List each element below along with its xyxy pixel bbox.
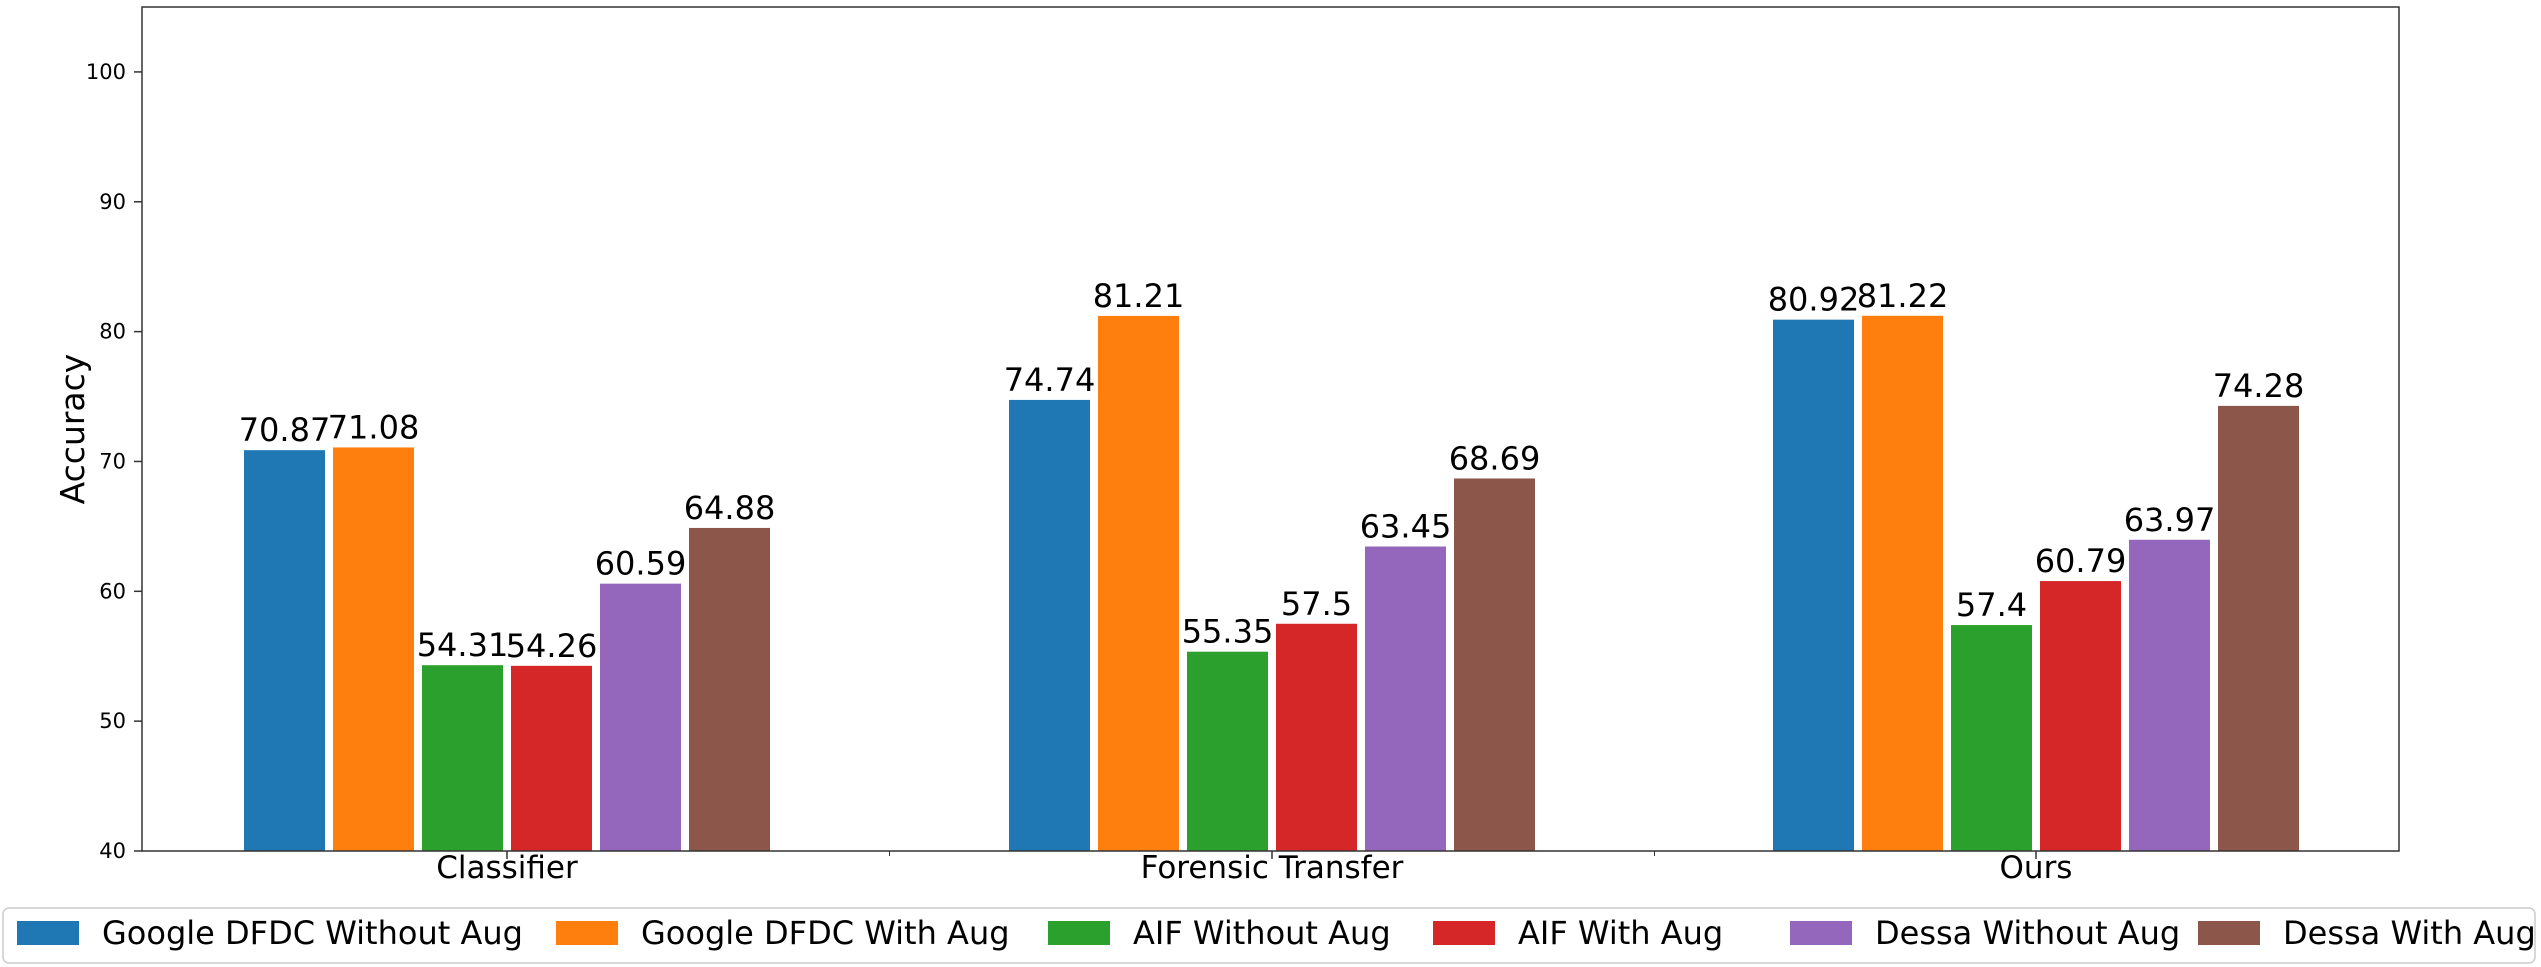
legend-label-2: AIF Without Aug: [1133, 914, 1391, 952]
data-label-1-2: 55.35: [1182, 613, 1274, 651]
x-tick-label-1: Forensic Transfer: [1141, 850, 1404, 886]
bar-2-1: [1862, 315, 1943, 851]
data-label-0-0: 70.87: [239, 411, 331, 449]
y-tick-label-4: 80: [99, 320, 126, 344]
bar-1-0: [1009, 399, 1090, 851]
data-label-2-0: 80.92: [1768, 281, 1860, 319]
bar-0-5: [689, 527, 770, 851]
bar-0-4: [600, 583, 681, 851]
x-tick-label-0: Classifier: [436, 850, 578, 886]
bar-2-3: [2040, 581, 2121, 851]
legend-frame: [2, 907, 2536, 964]
bar-2-4: [2129, 539, 2210, 851]
legend-swatch-0: [17, 921, 79, 945]
y-tick-label-6: 100: [86, 60, 126, 84]
legend-label-0: Google DFDC Without Aug: [102, 914, 523, 952]
y-tick-label-1: 50: [99, 709, 126, 733]
data-label-1-0: 74.74: [1004, 361, 1096, 399]
bar-2-2: [1951, 625, 2032, 851]
data-label-0-3: 54.26: [506, 627, 598, 665]
data-label-0-5: 64.88: [684, 489, 776, 527]
data-label-2-5: 74.28: [2213, 367, 2305, 405]
data-label-0-2: 54.31: [417, 626, 509, 664]
x-tick-label-2: Ours: [2000, 850, 2073, 886]
bar-1-3: [1276, 623, 1357, 851]
data-label-1-3: 57.5: [1281, 585, 1352, 623]
data-label-2-2: 57.4: [1956, 586, 2027, 624]
y-tick-label-5: 90: [99, 190, 126, 214]
bars-layer: [244, 315, 2299, 851]
data-label-1-1: 81.21: [1093, 277, 1185, 315]
bar-2-0: [1773, 319, 1854, 851]
legend-label-5: Dessa With Aug: [2283, 914, 2536, 952]
bar-0-1: [333, 447, 414, 851]
bar-1-5: [1454, 478, 1535, 851]
legend: Google DFDC Without Aug Google DFDC With …: [2, 907, 2536, 964]
axes-layer: 40 50 60 70 80 90 100 Classifier Forensic Transf…: [86, 60, 2073, 886]
legend-swatch-2: [1048, 921, 1110, 945]
bar-2-5: [2218, 405, 2299, 851]
bar-0-2: [422, 665, 503, 851]
legend-swatch-1: [556, 921, 618, 945]
legend-swatch-3: [1433, 921, 1495, 945]
data-label-1-5: 68.69: [1449, 439, 1541, 477]
legend-label-1: Google DFDC With Aug: [641, 914, 1010, 952]
data-label-0-4: 60.59: [595, 545, 687, 583]
bar-0-0: [244, 450, 325, 851]
bar-1-2: [1187, 651, 1268, 851]
data-label-2-1: 81.22: [1857, 277, 1949, 315]
y-tick-label-3: 70: [99, 449, 126, 473]
plot-frame: [141, 6, 2400, 852]
y-axis-label: Accuracy: [53, 354, 92, 505]
data-label-2-4: 63.97: [2124, 501, 2216, 539]
bar-1-4: [1365, 546, 1446, 851]
legend-label-4: Dessa Without Aug: [1875, 914, 2180, 952]
data-labels-layer: 70.87 74.74 80.92 71.08 81.21 81.22 54.31 55.35…: [239, 277, 2305, 665]
bar-1-1: [1098, 315, 1179, 851]
data-label-1-4: 63.45: [1360, 508, 1452, 546]
data-label-0-1: 71.08: [328, 408, 420, 446]
legend-swatch-4: [1790, 921, 1852, 945]
y-tick-label-0: 40: [99, 839, 126, 863]
bar-0-3: [511, 665, 592, 851]
data-label-2-3: 60.79: [2035, 542, 2127, 580]
y-tick-label-2: 60: [99, 579, 126, 603]
legend-label-3: AIF With Aug: [1518, 914, 1723, 952]
legend-swatch-5: [2198, 921, 2260, 945]
